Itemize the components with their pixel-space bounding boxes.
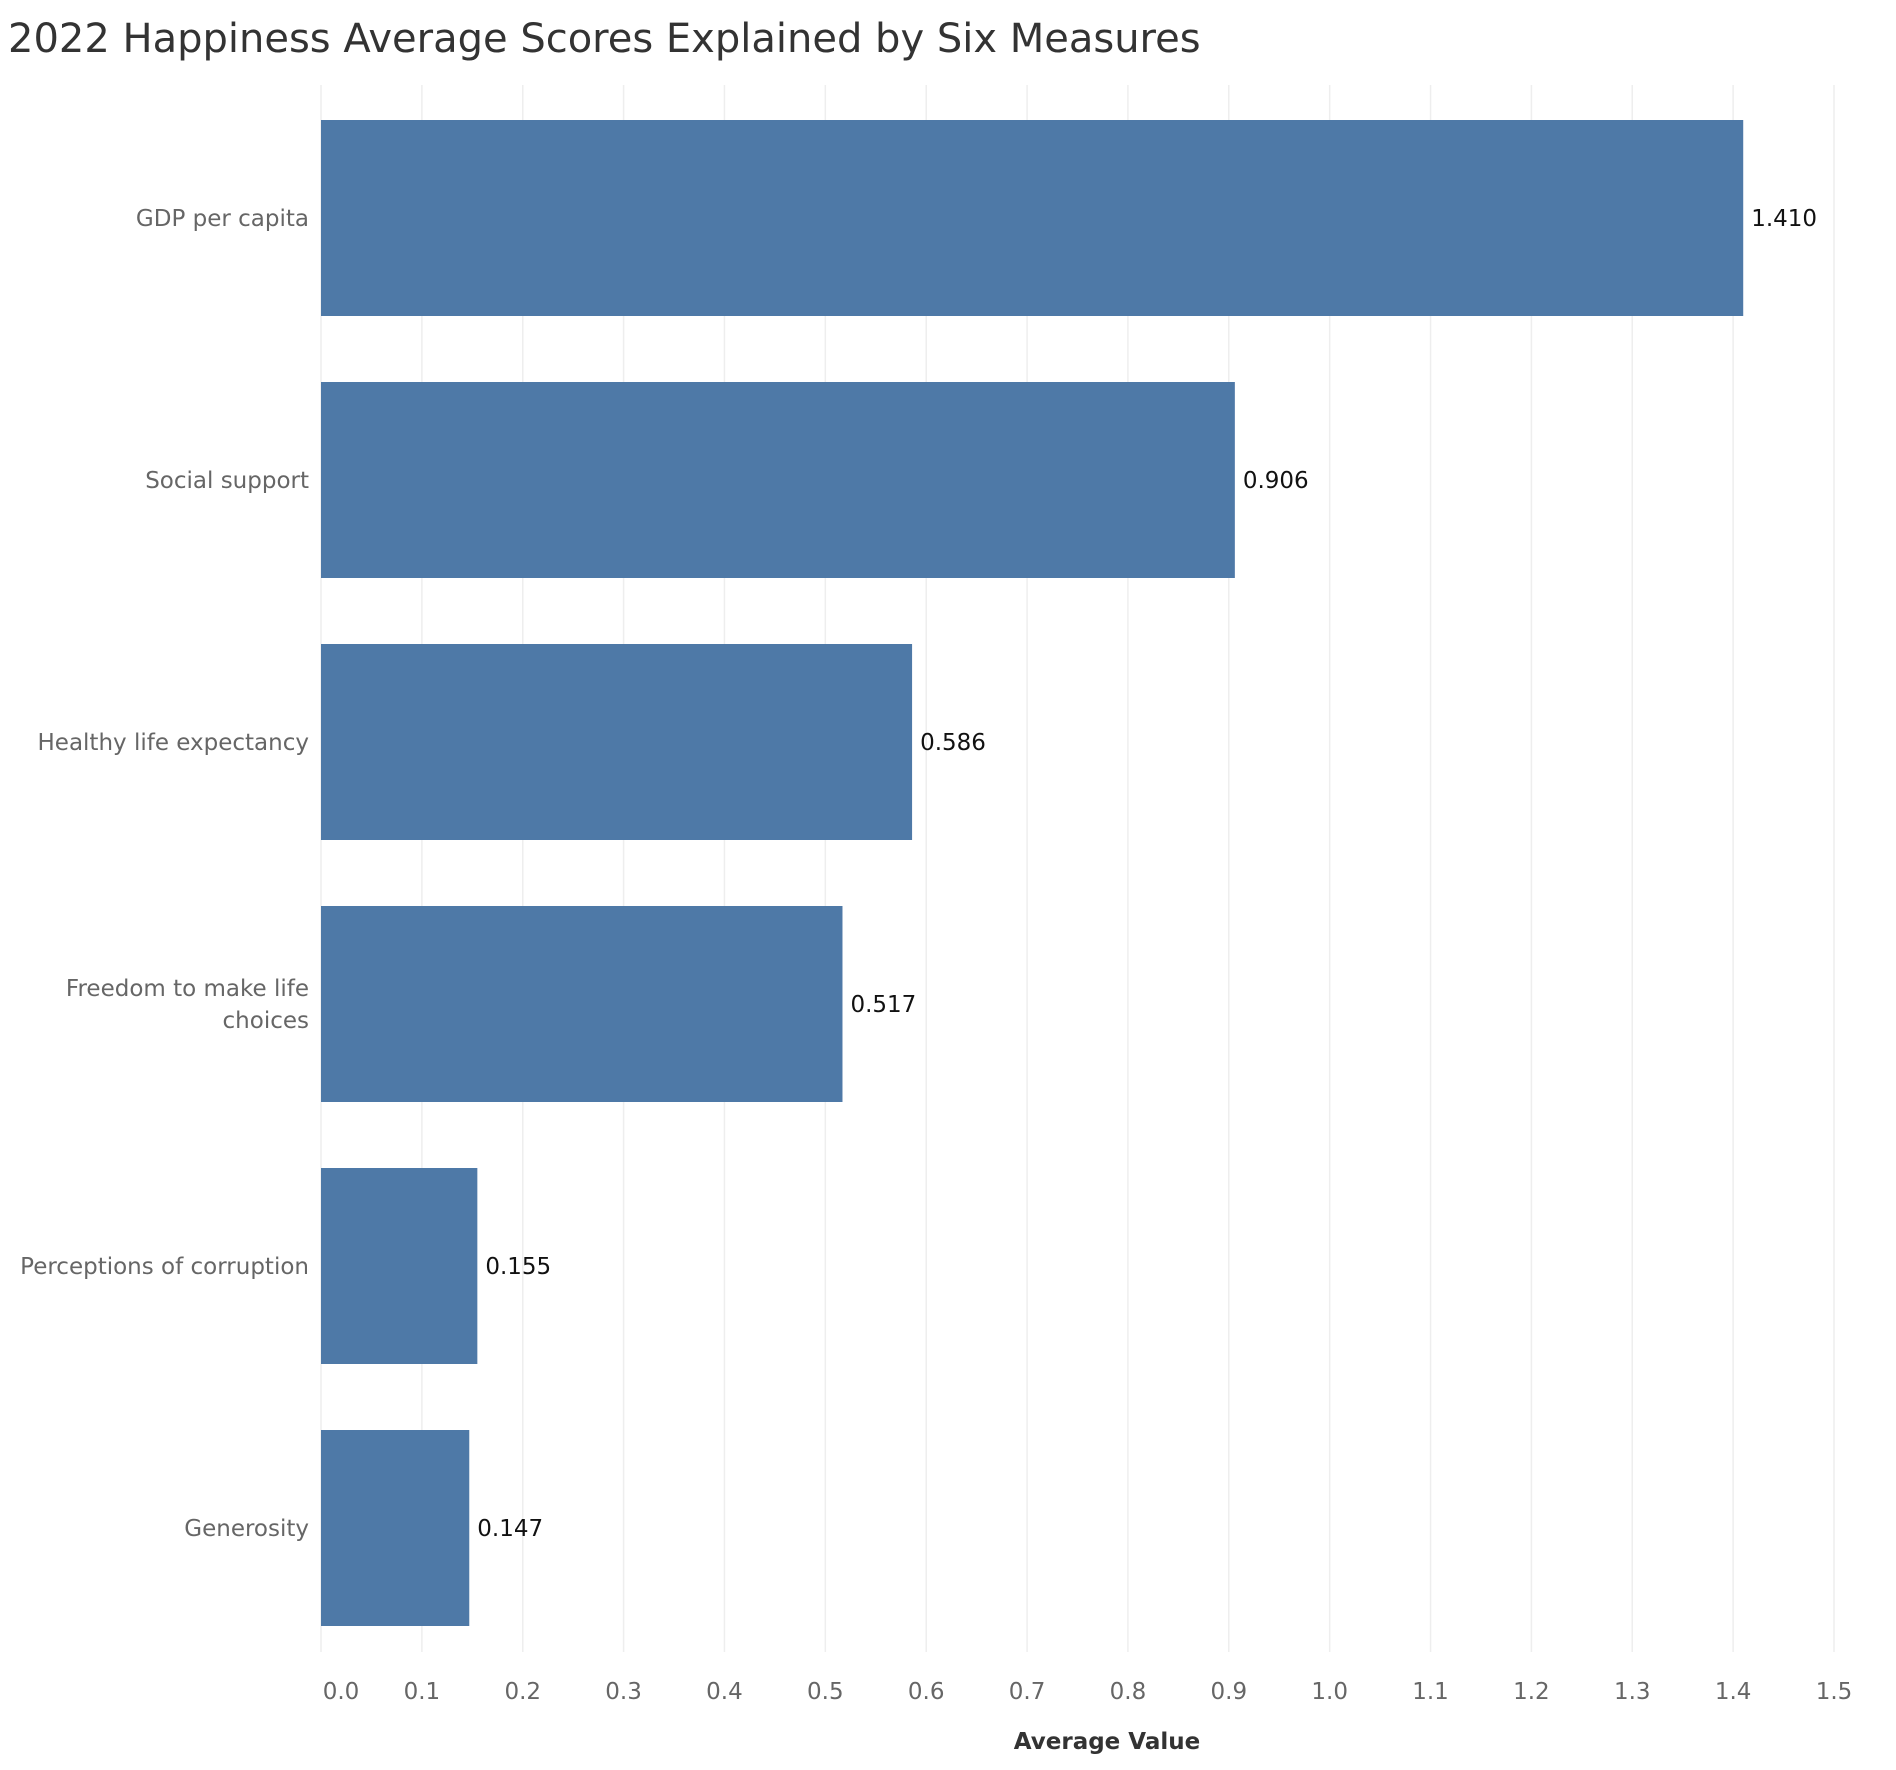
x-tick-label: 1.1	[1412, 1679, 1449, 1705]
data-label: 0.586	[920, 730, 986, 756]
data-labels: 1.410 0.906 0.586 0.517 0.155 0.147	[477, 206, 1817, 1542]
x-axis-title: Average Value	[1014, 1729, 1200, 1755]
x-tick-label: 0.2	[504, 1679, 541, 1705]
x-tick-label: 1.2	[1513, 1679, 1550, 1705]
category-label-line: Perceptions of corruption	[20, 1254, 309, 1280]
bar	[321, 1430, 470, 1626]
x-tick-label: 0.9	[1211, 1679, 1248, 1705]
x-tick-label: 1.0	[1311, 1679, 1348, 1705]
x-axis-ticks: 0.0 0.1 0.2 0.3 0.4 0.5 0.6 0.7 0.8 0.9 1.0 1.1 1.2 1…	[323, 1679, 1853, 1705]
category-label: Generosity	[184, 1516, 309, 1542]
x-tick-label: 0.7	[1009, 1679, 1046, 1705]
category-label-line: Generosity	[184, 1516, 309, 1542]
category-label-line: choices	[223, 1008, 309, 1034]
bar	[321, 382, 1235, 578]
category-label: Healthy life expectancy	[38, 730, 310, 756]
data-label: 0.906	[1243, 468, 1309, 494]
x-tick-label: 0.3	[605, 1679, 642, 1705]
category-label: Social support	[145, 468, 309, 494]
x-tick-label: 0.5	[807, 1679, 844, 1705]
bar	[321, 644, 913, 840]
category-label: GDP per capita	[136, 206, 309, 232]
x-tick-label: 0.4	[706, 1679, 743, 1705]
x-tick-label: 1.3	[1614, 1679, 1651, 1705]
x-tick-label: 1.5	[1816, 1679, 1853, 1705]
category-label: Freedom to make life choices	[66, 976, 309, 1034]
category-label-line: GDP per capita	[136, 206, 309, 232]
x-tick-label: 0.6	[908, 1679, 945, 1705]
x-tick-label: 0.1	[404, 1679, 441, 1705]
bar	[321, 120, 1744, 316]
bar	[321, 1168, 478, 1364]
category-label-line: Freedom to make life	[66, 976, 309, 1002]
category-label: Perceptions of corruption	[20, 1254, 309, 1280]
gridlines	[320, 85, 1835, 1652]
category-label-line: Healthy life expectancy	[38, 730, 310, 756]
x-tick-label: 0.8	[1110, 1679, 1147, 1705]
data-label: 0.155	[485, 1254, 551, 1280]
data-label: 1.410	[1751, 206, 1817, 232]
bars	[321, 120, 1744, 1626]
category-labels: GDP per capita Social support Healthy life…	[20, 206, 309, 1542]
chart-title: 2022 Happiness Average Scores Explained …	[8, 16, 1201, 62]
data-label: 0.147	[477, 1516, 543, 1542]
x-tick-label: 0.0	[323, 1679, 360, 1705]
bar	[321, 906, 843, 1102]
x-tick-label: 1.4	[1715, 1679, 1752, 1705]
category-label-line: Social support	[145, 468, 309, 494]
data-label: 0.517	[850, 992, 916, 1018]
